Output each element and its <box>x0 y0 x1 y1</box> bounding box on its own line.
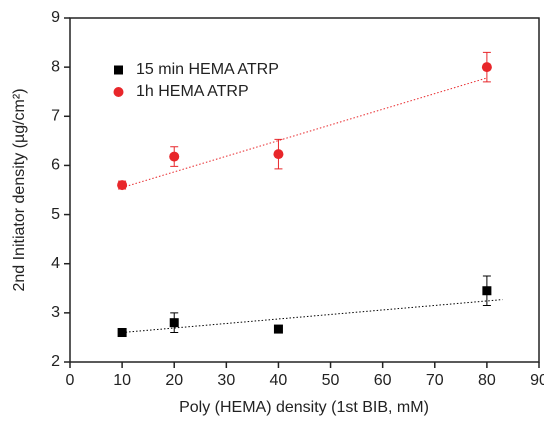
y-tick-label: 6 <box>51 157 60 174</box>
legend-marker <box>113 87 124 97</box>
y-tick-label: 2 <box>51 353 60 370</box>
data-point <box>481 62 492 73</box>
data-point <box>117 328 127 338</box>
legend-label: 1h HEMA ATRP <box>136 83 249 100</box>
trendline <box>122 299 503 334</box>
x-tick-label: 20 <box>165 372 183 389</box>
data-point <box>169 151 180 162</box>
data-point <box>273 324 283 334</box>
plot-frame <box>69 17 540 363</box>
y-tick-label: 8 <box>51 58 60 75</box>
data-point <box>117 180 128 191</box>
x-tick-label: 10 <box>113 372 131 389</box>
x-tick-label: 0 <box>66 372 75 389</box>
y-tick-label: 7 <box>51 108 60 125</box>
y-tick-label: 9 <box>51 9 60 26</box>
x-tick-label: 50 <box>322 372 340 389</box>
x-tick-label: 30 <box>217 372 235 389</box>
x-axis-label: Poly (HEMA) density (1st BIB, mM) <box>179 399 429 416</box>
x-tick-label: 60 <box>374 372 392 389</box>
y-tick-label: 3 <box>51 304 60 321</box>
x-tick-label: 70 <box>426 372 444 389</box>
legend-marker <box>114 65 123 75</box>
x-tick-label: 80 <box>478 372 496 389</box>
legend-label: 15 min HEMA ATRP <box>136 61 279 78</box>
trendline <box>121 77 488 189</box>
y-tick-label: 4 <box>51 255 60 272</box>
y-axis-label: 2nd Initiator density (µg/cm²) <box>11 88 28 291</box>
data-point <box>482 286 492 296</box>
y-tick-label: 5 <box>51 206 60 223</box>
data-point <box>273 149 284 160</box>
x-tick-label: 40 <box>270 372 288 389</box>
data-point <box>169 318 179 328</box>
x-tick-label: 90 <box>530 372 544 389</box>
